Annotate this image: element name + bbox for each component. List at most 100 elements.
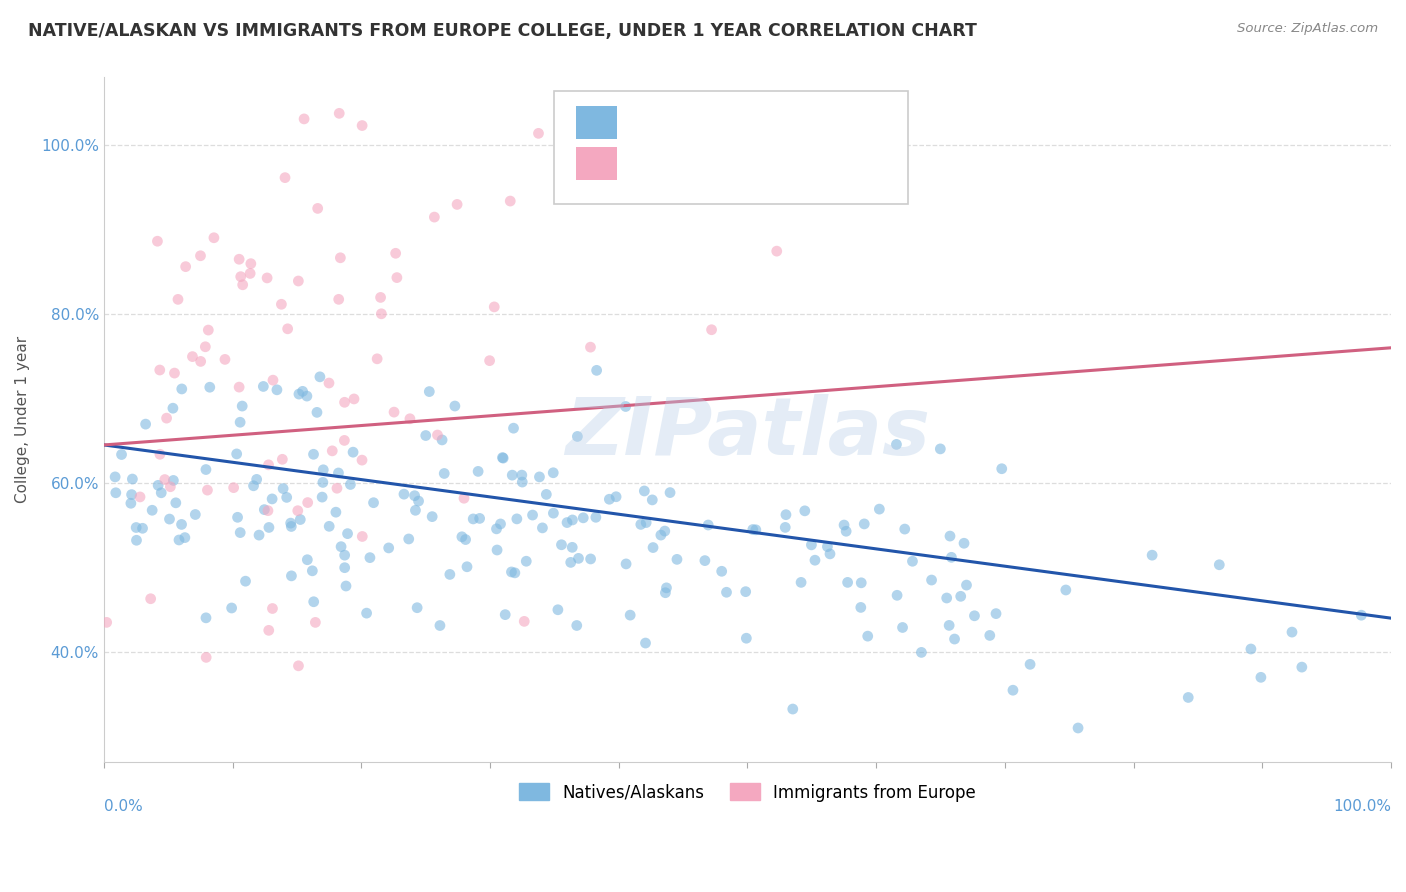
Text: 76: 76 [828, 155, 862, 174]
Point [232, 277, 254, 292]
Point [280, 569, 302, 583]
Point [262, 373, 284, 387]
Point [174, 260, 197, 274]
Point [270, 297, 292, 311]
Point [159, 480, 181, 494]
Point [415, 428, 437, 442]
Point [141, 503, 163, 517]
Point [297, 552, 319, 566]
Point [418, 384, 440, 399]
Point [800, 538, 823, 552]
Point [1250, 670, 1272, 684]
Point [614, 557, 637, 571]
Point [149, 447, 172, 461]
Point [325, 505, 347, 519]
Point [239, 267, 262, 281]
Point [868, 502, 890, 516]
Point [585, 510, 607, 524]
Point [173, 531, 195, 545]
Point [420, 509, 443, 524]
Point [329, 251, 352, 265]
Point [641, 541, 664, 555]
Point [775, 508, 797, 522]
Point [242, 479, 264, 493]
Point [309, 369, 332, 384]
Point [700, 323, 723, 337]
Point [292, 112, 315, 126]
Point [352, 119, 374, 133]
Point [910, 645, 932, 659]
Point [804, 553, 827, 567]
Point [935, 591, 957, 605]
Point [247, 528, 270, 542]
Point [328, 106, 350, 120]
Text: 0.0%: 0.0% [104, 799, 143, 814]
Point [654, 524, 676, 538]
Point [849, 600, 872, 615]
Point [167, 293, 190, 307]
Point [246, 472, 269, 486]
Point [429, 618, 451, 632]
Point [492, 451, 515, 466]
Text: N =: N = [773, 155, 807, 173]
FancyBboxPatch shape [576, 147, 617, 180]
Point [832, 518, 855, 533]
Point [110, 448, 132, 462]
Point [426, 428, 449, 442]
Point [271, 482, 294, 496]
Point [963, 608, 986, 623]
Point [228, 252, 250, 267]
Point [446, 197, 468, 211]
Point [96, 615, 118, 630]
Point [886, 437, 908, 451]
Point [741, 523, 763, 537]
Point [195, 650, 218, 665]
Point [226, 510, 249, 524]
Point [252, 379, 274, 393]
Point [202, 231, 225, 245]
Text: 100.0%: 100.0% [1333, 799, 1391, 814]
Point [129, 490, 152, 504]
Point [190, 249, 212, 263]
Text: 0.126: 0.126 [688, 155, 755, 174]
Point [125, 533, 148, 548]
Point [135, 417, 157, 431]
Point [266, 383, 288, 397]
Point [229, 415, 252, 429]
Point [385, 270, 408, 285]
Point [641, 492, 664, 507]
Text: 199: 199 [828, 114, 869, 133]
Point [280, 516, 302, 530]
Point [478, 353, 501, 368]
Point [513, 615, 536, 629]
Point [655, 581, 678, 595]
Point [398, 532, 420, 546]
Point [489, 516, 512, 531]
Point [287, 658, 309, 673]
Point [941, 550, 963, 565]
Point [837, 575, 859, 590]
Point [710, 564, 733, 578]
Point [311, 490, 333, 504]
Point [163, 366, 186, 380]
Point [197, 323, 219, 337]
Point [399, 411, 422, 425]
Point [585, 363, 607, 377]
Point [342, 445, 364, 459]
Point [579, 552, 602, 566]
Point [288, 387, 311, 401]
Point [162, 401, 184, 416]
Point [697, 518, 720, 533]
Point [150, 485, 173, 500]
Point [468, 511, 491, 525]
Point [333, 560, 356, 574]
Point [408, 494, 430, 508]
Point [170, 382, 193, 396]
Point [990, 461, 1012, 475]
Point [1140, 548, 1163, 562]
Point [104, 485, 127, 500]
Point [274, 170, 297, 185]
Point [221, 601, 243, 615]
Point [262, 601, 284, 615]
Point [194, 340, 217, 354]
